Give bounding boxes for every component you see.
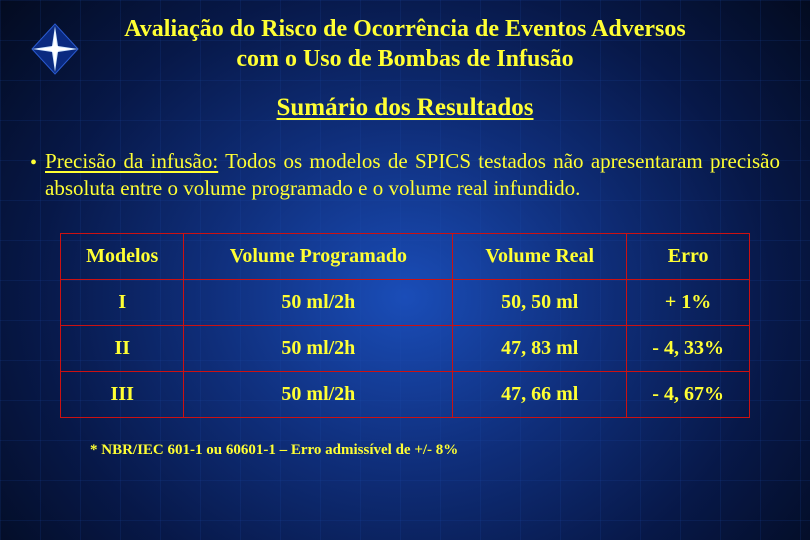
bullet-item: • Precisão da infusão: Todos os modelos … xyxy=(28,148,782,203)
cell: 50, 50 ml xyxy=(453,279,627,325)
table-header-row: Modelos Volume Programado Volume Real Er… xyxy=(61,233,750,279)
bullet-text: Precisão da infusão: Todos os modelos de… xyxy=(45,148,780,203)
cell: 50 ml/2h xyxy=(184,279,453,325)
bullet-mark: • xyxy=(30,150,37,176)
slide-title: Avaliação do Risco de Ocorrência de Even… xyxy=(28,14,782,74)
cell: I xyxy=(61,279,184,325)
cell: + 1% xyxy=(627,279,750,325)
cell: 47, 66 ml xyxy=(453,371,627,417)
cell: - 4, 67% xyxy=(627,371,750,417)
table-row: III 50 ml/2h 47, 66 ml - 4, 67% xyxy=(61,371,750,417)
footnote: * NBR/IEC 601-1 ou 60601-1 – Erro admiss… xyxy=(28,442,782,459)
bullet-lead: Precisão da infusão: xyxy=(45,149,218,173)
cell: 50 ml/2h xyxy=(184,371,453,417)
col-modelos: Modelos xyxy=(61,233,184,279)
results-table: Modelos Volume Programado Volume Real Er… xyxy=(60,233,750,418)
slide-subtitle: Sumário dos Resultados xyxy=(28,94,782,122)
cell: III xyxy=(61,371,184,417)
slide-content: Avaliação do Risco de Ocorrência de Even… xyxy=(0,0,810,459)
title-line-1: Avaliação do Risco de Ocorrência de Even… xyxy=(124,16,686,42)
title-line-2: com o Uso de Bombas de Infusão xyxy=(236,46,573,72)
cell: - 4, 33% xyxy=(627,325,750,371)
table-row: I 50 ml/2h 50, 50 ml + 1% xyxy=(61,279,750,325)
col-volume-programado: Volume Programado xyxy=(184,233,453,279)
cell: 50 ml/2h xyxy=(184,325,453,371)
cell: II xyxy=(61,325,184,371)
star-burst-icon xyxy=(28,22,82,76)
col-volume-real: Volume Real xyxy=(453,233,627,279)
cell: 47, 83 ml xyxy=(453,325,627,371)
col-erro: Erro xyxy=(627,233,750,279)
table-row: II 50 ml/2h 47, 83 ml - 4, 33% xyxy=(61,325,750,371)
